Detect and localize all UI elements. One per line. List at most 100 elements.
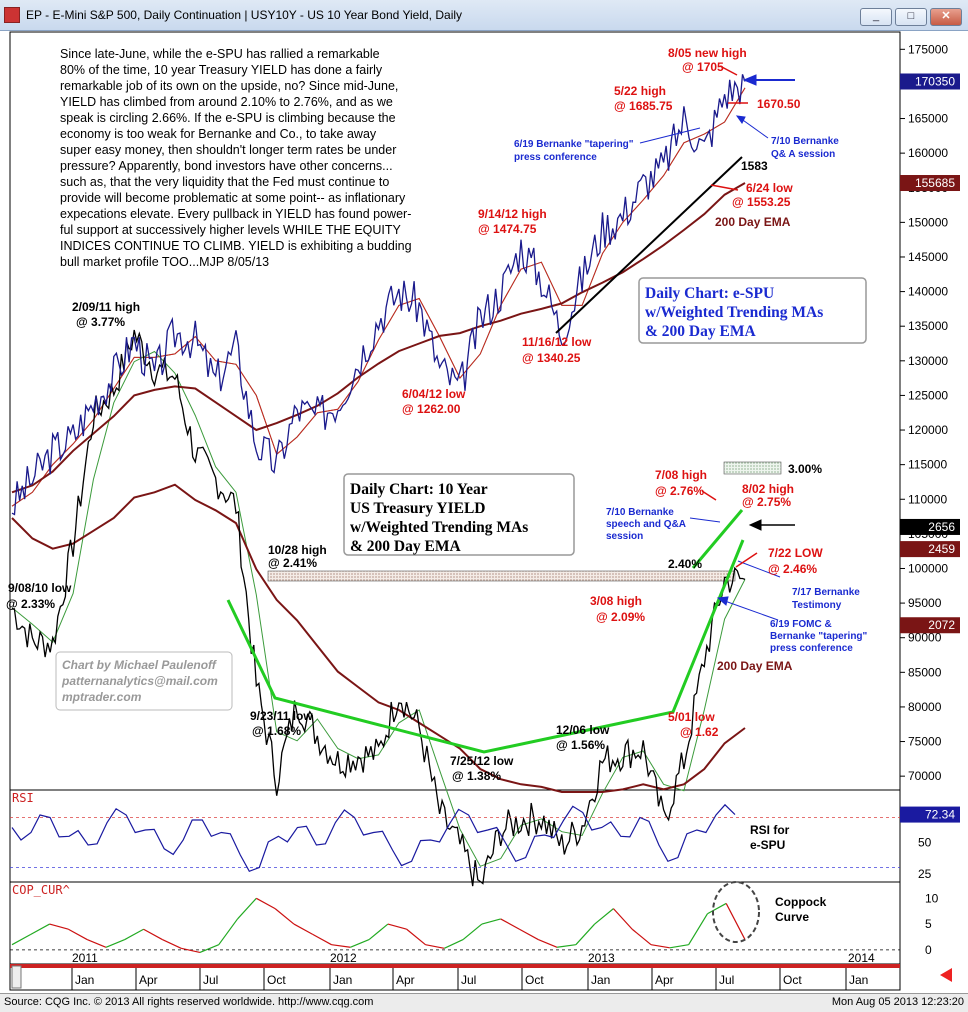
yield-200-day-ema [11,483,746,793]
chart-annotation: press conference [770,643,853,654]
coppock-segment [350,938,370,948]
coppock-segment [199,944,219,953]
x-year-label: 2013 [588,951,615,965]
chart-annotation: 8/02 high [742,482,794,496]
coppock-segment [500,918,520,930]
coppock-segment [181,947,201,954]
yield-support-trendline [226,539,745,754]
coppock-segment [68,928,88,941]
chart-annotation: @ 3.77% [76,315,125,329]
chart-annotation: 10/28 high [268,543,327,557]
coppock-series-layer: 10 5 0 [10,891,939,957]
chart-annotation: 7/17 Bernanke [792,587,860,598]
status-footer: Source: CQG Inc. © 2013 All rights reser… [0,993,968,1012]
coppock-segment [49,923,69,930]
chart-annotation: 9/14/12 high [478,207,547,221]
coppock-segment [556,944,576,948]
chart-annotation: 6/24 low [746,181,793,195]
chart-annotation: 7/22 LOW [768,546,823,560]
price-flag [900,518,960,535]
annotation-red-marks [701,65,758,568]
rsi-line [11,803,736,873]
chart-annotation: @ 2.75% [742,495,791,509]
chart-annotation: 3.00% [788,462,822,476]
coppock-segment [256,897,276,910]
chart-annotation: 2.40% [668,557,702,571]
x-tick-label: Apr [655,973,674,987]
yield-chart-title-box: Daily Chart: 10 Year US Treasury YIELD w/W… [343,473,575,556]
scroll-arrow-icon[interactable] [940,968,952,982]
source-credit: Source: CQG Inc. © 2013 All rights reser… [4,996,374,1008]
commentary-line: YIELD has climbed from around 2.10% to 2… [60,95,393,109]
coppock-segment [519,928,539,941]
coppock-segment [650,944,670,949]
yield-ma-slow [11,350,746,867]
scrollbar-handle[interactable] [11,965,22,989]
chart-annotation: @ 2.33% [6,597,55,611]
coppock-segment [105,938,125,948]
app-icon [4,7,20,23]
price-flag-label: 2656 [928,520,955,534]
close-button[interactable]: ✕ [930,8,962,26]
rsi-panel-frame [9,789,901,883]
chart-annotation: @ 1553.25 [732,195,791,209]
annotation-arrows [639,74,795,621]
chart-annotation: @ 1.38% [452,769,501,783]
coppock-segment [312,933,332,946]
price-flag [900,541,960,558]
x-year-label: 2014 [848,951,875,965]
coppock-segment [162,938,182,949]
price-flag-label: 170350 [915,74,955,88]
commentary-line: such as, that the very liquidity that th… [60,175,389,189]
spu-ma-fast [11,87,746,507]
maximize-button[interactable]: □ [895,8,927,26]
y-axis-ticks: 1750001700001650001600001550001500001450… [900,42,948,783]
chart-annotation: @ 1685.75 [614,99,673,113]
coppock-segment [631,928,652,946]
coppock-segment [368,923,389,941]
chart-annotation: 6/19 FOMC & [770,619,832,630]
chart-annotation: @ 2.46% [768,562,817,576]
yield-price-line [11,329,746,887]
chart-annotation: 6/04/12 low [402,387,466,401]
x-tick-label: Oct [783,973,802,987]
y-tick-label: 135000 [908,319,948,333]
coppock-segment [669,944,689,949]
y-tick-label: 165000 [908,112,948,126]
commentary-text: Since late-June, while the e-SPU has ral… [60,47,412,269]
y-tick-label: 140000 [908,285,948,299]
commentary-line: ful support at successively higher level… [60,223,402,237]
chart-annotation: @ 1.68% [252,724,301,738]
chart-annotation: 7/25/12 low [450,754,514,768]
price-series-layer [11,74,746,887]
chart-annotation: 1670.50 [757,97,801,111]
rsi-value-flag [900,806,960,823]
y-tick-label: 150000 [908,215,948,229]
y-tick-label: 160000 [908,146,948,160]
spu-price-line [11,74,746,516]
commentary-line: bull market profile TOO...MJP 8/05/13 [60,255,269,269]
coppock-segment [707,902,727,915]
x-tick-label: Jan [333,973,352,987]
credit-box: Chart by Michael Paulenoff patternanalyti… [55,651,233,711]
chart-annotation: @ 2.41% [268,556,317,570]
minimize-button[interactable]: _ [860,8,892,26]
coppock-segment [538,938,558,948]
coppock-segment [481,918,501,925]
current-yield-arrow [748,519,795,531]
chart-annotation: @ 1262.00 [402,402,461,416]
commentary-line: remarkable job of its own on the upside,… [60,79,398,93]
coppock-segment [30,923,50,935]
y-tick-label: 175000 [908,42,948,56]
coppock-tick-label: 0 [925,943,932,957]
x-tick-label: Jul [203,973,218,987]
x-tick-label: Oct [267,973,286,987]
commentary-line: expecations elevate. Every pullback in Y… [60,207,411,221]
coppock-title: COP_CUR^ [12,883,70,897]
x-axis-color-band [10,964,900,968]
spu-200-day-ema [11,182,746,494]
x-tick-label: Jul [719,973,734,987]
chart-annotation: 8/05 new high [668,46,747,60]
